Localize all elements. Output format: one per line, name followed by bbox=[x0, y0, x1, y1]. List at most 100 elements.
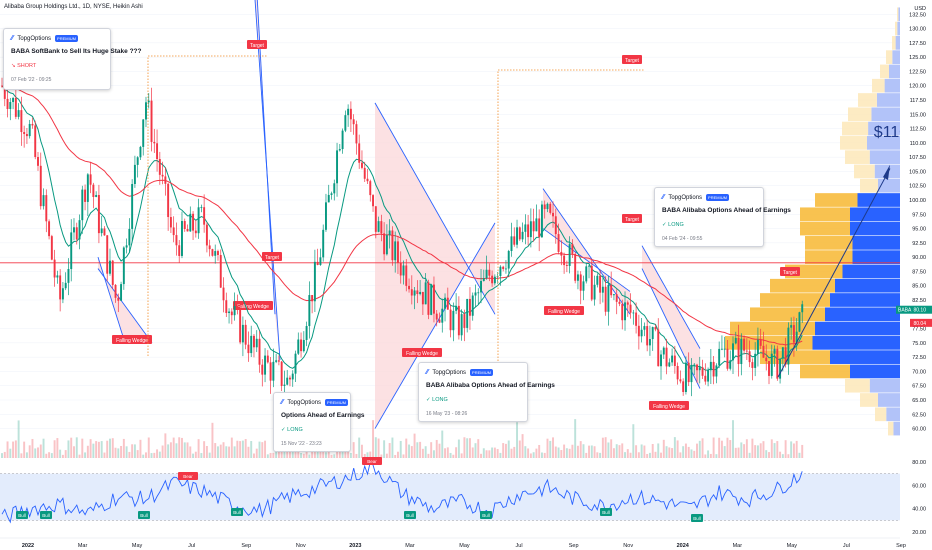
candle bbox=[175, 235, 178, 246]
idea-card[interactable]: ⁄⁄ TopgOptions PREMIUM BABA Alibaba Option… bbox=[418, 362, 555, 422]
ema-long-line bbox=[1, 85, 803, 346]
candle bbox=[408, 285, 411, 290]
candle bbox=[618, 301, 621, 304]
volume-bar bbox=[643, 445, 646, 458]
volume-bar bbox=[142, 454, 145, 458]
volume-bar bbox=[181, 437, 183, 458]
volume-bar bbox=[463, 437, 466, 458]
idea-date: 16 May '23 - 08:26 bbox=[426, 411, 468, 417]
price-axis-bg bbox=[900, 0, 932, 550]
volume-bar bbox=[546, 438, 549, 458]
volume-bar bbox=[247, 446, 250, 458]
volume-bar bbox=[341, 450, 344, 458]
candle bbox=[756, 339, 759, 354]
vp-down-bar bbox=[858, 93, 877, 107]
volume-bar bbox=[593, 446, 596, 458]
candle bbox=[205, 224, 208, 246]
price-tick: 125.00 bbox=[909, 55, 926, 61]
volume-bar bbox=[521, 434, 524, 458]
idea-card[interactable]: ⁄⁄ TopgOptions PREMIUM BABA SoftBank to Se… bbox=[3, 28, 142, 90]
candle bbox=[228, 311, 231, 314]
volume-bar bbox=[624, 452, 626, 458]
candle bbox=[45, 195, 48, 222]
volume-bar bbox=[203, 441, 206, 458]
idea-direction: ✓ LONG bbox=[281, 427, 303, 433]
volume-bar bbox=[576, 445, 579, 458]
wedge-lower-line bbox=[374, 222, 496, 429]
vp-up-bar bbox=[825, 307, 900, 322]
candle bbox=[718, 348, 721, 366]
candle bbox=[532, 221, 535, 232]
bear-label: Bear bbox=[367, 459, 377, 464]
candle bbox=[734, 337, 737, 344]
candle bbox=[241, 324, 244, 343]
candle bbox=[64, 282, 67, 289]
vp-down-bar bbox=[897, 7, 899, 22]
time-tick: Mar bbox=[733, 543, 743, 549]
candle bbox=[73, 227, 75, 233]
candle bbox=[156, 143, 159, 160]
vp-down-bar bbox=[750, 307, 825, 322]
candle bbox=[17, 110, 20, 117]
candle bbox=[745, 350, 748, 352]
candle bbox=[737, 337, 740, 365]
brand-name: TopgOptions bbox=[287, 399, 322, 406]
volume-bar bbox=[360, 444, 363, 458]
candle bbox=[291, 373, 294, 380]
price-tick: 85.00 bbox=[912, 284, 926, 290]
target-path bbox=[497, 69, 645, 370]
volume-bar bbox=[374, 437, 377, 458]
candle bbox=[405, 265, 408, 286]
price-tick: 95.00 bbox=[912, 227, 926, 233]
volume-bar bbox=[419, 441, 422, 458]
vp-up-bar bbox=[850, 221, 900, 236]
volume-bar bbox=[471, 447, 474, 458]
candle bbox=[399, 262, 402, 276]
volume-bar bbox=[189, 446, 192, 458]
price-tick: 117.50 bbox=[910, 98, 926, 104]
candle bbox=[225, 300, 228, 314]
candle bbox=[668, 362, 671, 367]
candle bbox=[538, 218, 541, 238]
volume-bar bbox=[48, 452, 51, 458]
idea-card[interactable]: ⁄⁄ TopgOptions PREMIUM Options Ahead of Ea… bbox=[273, 392, 365, 452]
price-tick: 72.50 bbox=[912, 355, 926, 361]
volume-bar bbox=[432, 450, 435, 458]
volume-bar bbox=[84, 452, 87, 458]
candle bbox=[1, 85, 3, 87]
candle bbox=[455, 305, 458, 311]
candle bbox=[25, 134, 28, 137]
volume-bar bbox=[560, 450, 563, 458]
volume-bar bbox=[222, 442, 225, 458]
candle bbox=[568, 244, 571, 266]
idea-card[interactable]: ⁄⁄ TopgOptions PREMIUM BABA Alibaba Option… bbox=[654, 187, 791, 247]
candle bbox=[250, 335, 253, 354]
candle bbox=[322, 229, 325, 258]
candle bbox=[402, 265, 405, 276]
volume-bar bbox=[715, 454, 718, 458]
candle bbox=[690, 364, 693, 383]
vp-down-bar bbox=[860, 178, 878, 193]
volume-bar bbox=[491, 447, 494, 458]
bear-label: Bear bbox=[183, 474, 193, 479]
bull-badge bbox=[138, 511, 150, 519]
volume-bar bbox=[610, 439, 613, 458]
volume-bar bbox=[394, 454, 397, 458]
candle bbox=[277, 360, 280, 362]
candle bbox=[39, 165, 42, 207]
volume-bar bbox=[416, 442, 419, 458]
price-tick: 127.50 bbox=[909, 41, 926, 47]
price-tick: 100.00 bbox=[909, 198, 926, 204]
candle bbox=[571, 244, 574, 254]
candle bbox=[352, 119, 355, 125]
volume-bar bbox=[527, 448, 530, 458]
vp-down-bar bbox=[895, 21, 898, 36]
volume-bar bbox=[529, 453, 532, 458]
volume-bar bbox=[588, 445, 590, 458]
volume-bar bbox=[388, 443, 391, 458]
candle bbox=[145, 102, 147, 120]
vp-up-bar bbox=[871, 107, 900, 122]
candle bbox=[792, 325, 795, 343]
candle bbox=[535, 218, 538, 232]
